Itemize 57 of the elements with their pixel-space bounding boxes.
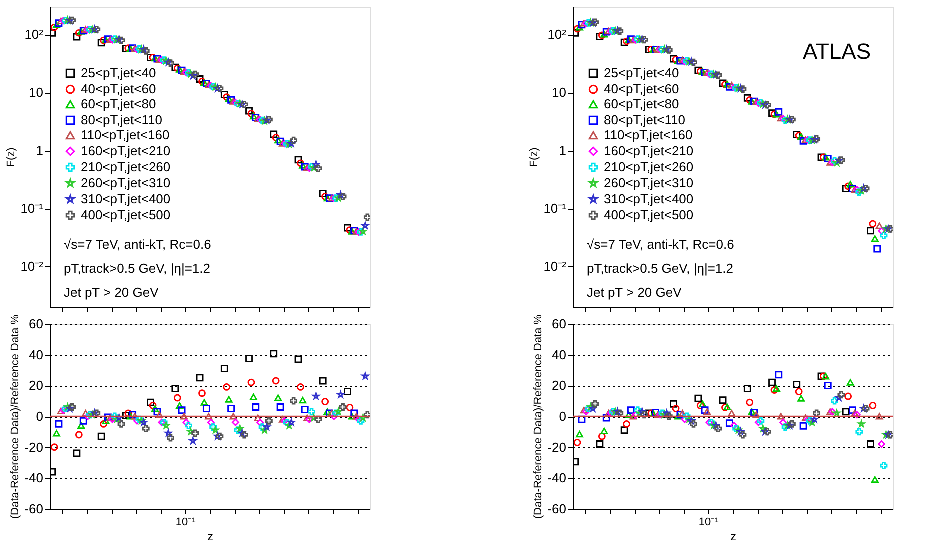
legend-label: 40<pT,jet<60 (604, 82, 680, 96)
y-axis-title: (Data-Reference Data)/Reference Data % (10, 314, 22, 520)
y-tick-label: -20 (24, 440, 44, 455)
legend-label: 60<pT,jet<80 (81, 96, 156, 112)
y-tick-label: 60 (29, 316, 44, 332)
x-axis-title: z (730, 530, 736, 541)
x-axis-title: z (208, 530, 214, 541)
legend-label: 80<pT,jet<110 (81, 112, 162, 128)
y-tick-label: -60 (548, 502, 566, 516)
legend-label: 310<pT,jet<400 (81, 192, 171, 206)
y-tick-label: 20 (29, 378, 44, 394)
y-tick-label: 0 (559, 409, 566, 424)
legend-label: 40<pT,jet<60 (81, 82, 156, 96)
legend-label: 25<pT,jet<40 (604, 66, 680, 80)
y-tick-label: -40 (548, 470, 566, 486)
legend-label: 210<pT,jet<260 (81, 160, 171, 174)
annotation: pT,track>0.5 GeV, |η|=1.2 (64, 261, 210, 276)
legend-label: 60<pT,jet<80 (604, 96, 680, 112)
y-tick-label: 1 (36, 143, 44, 158)
y-tick-label: 60 (552, 316, 566, 332)
y-axis-title: (Data-Reference Data)/Reference Data % (532, 314, 545, 520)
legend-label: 310<pT,jet<400 (604, 192, 694, 206)
annotation: √s=7 TeV, anti-kT, Rc=0.6 (64, 237, 212, 252)
y-tick-label: 0 (36, 409, 44, 424)
legend-label: 260<pT,jet<310 (604, 176, 694, 190)
y-axis-title: F(z) (6, 148, 18, 168)
y-axis-title: F(z) (528, 148, 541, 168)
y-tick-label: 10² (24, 27, 44, 42)
legend-label: 160<pT,jet<210 (81, 144, 171, 158)
y-tick-label: 20 (552, 378, 566, 394)
annotation: pT,track>0.5 GeV, |η|=1.2 (587, 261, 734, 276)
y-tick-label: 1 (559, 143, 566, 158)
y-tick-label: -20 (548, 440, 566, 455)
y-tick-label: 10 (29, 85, 44, 100)
annotation: Jet pT > 20 GeV (587, 285, 682, 300)
annotation: Jet pT > 20 GeV (64, 285, 160, 300)
y-tick-label: 40 (552, 347, 566, 362)
legend-label: 80<pT,jet<110 (604, 112, 686, 128)
legend-label: 25<pT,jet<40 (81, 66, 156, 80)
annotation: √s=7 TeV, anti-kT, Rc=0.6 (587, 237, 734, 252)
legend-label: 210<pT,jet<260 (604, 160, 694, 174)
legend-label: 400<pT,jet<500 (604, 208, 694, 222)
y-tick-label: -60 (24, 502, 44, 516)
legend-label: 260<pT,jet<310 (81, 176, 171, 190)
legend-label: 110<pT,jet<160 (81, 128, 170, 142)
legend-label: 110<pT,jet<160 (604, 128, 693, 142)
y-tick-label: 10⁻² (544, 258, 568, 274)
y-tick-label: 10² (548, 27, 568, 42)
y-tick-label: 40 (29, 347, 44, 362)
legend-label: 160<pT,jet<210 (604, 144, 694, 158)
y-tick-label: 10⁻¹ (544, 201, 568, 216)
text: ATLAS (802, 39, 871, 64)
legend-label: 400<pT,jet<500 (81, 208, 171, 222)
y-tick-label: 10⁻¹ (20, 201, 44, 216)
y-tick-label: 10⁻² (20, 258, 44, 274)
y-tick-label: 10 (552, 85, 566, 100)
y-tick-label: -40 (24, 470, 44, 486)
